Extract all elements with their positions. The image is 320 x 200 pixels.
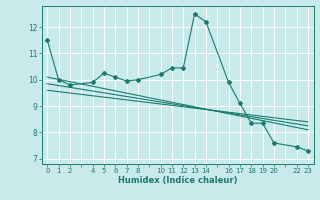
X-axis label: Humidex (Indice chaleur): Humidex (Indice chaleur) (118, 176, 237, 185)
